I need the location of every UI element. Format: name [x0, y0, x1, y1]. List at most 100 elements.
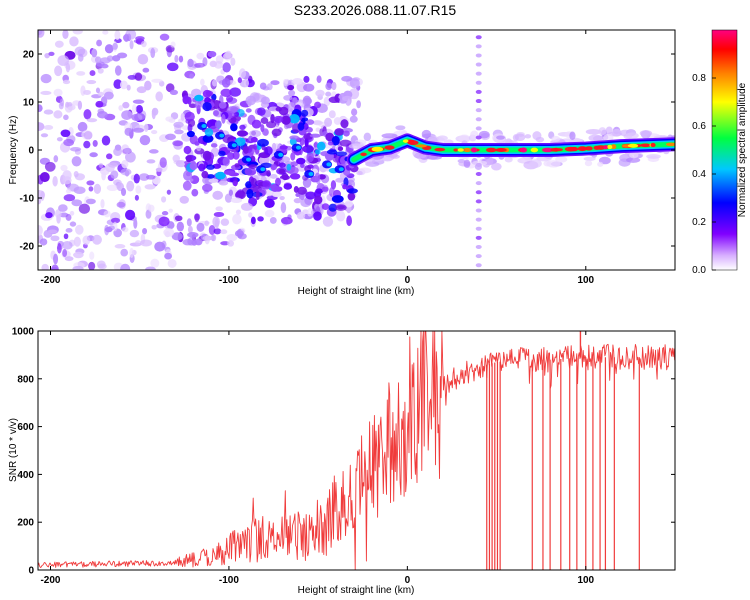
heatmap-blob	[170, 41, 176, 48]
heatmap-blob	[173, 121, 184, 128]
heatmap-blob	[218, 180, 229, 186]
heatmap-blob	[75, 224, 84, 235]
heatmap-blob	[166, 62, 179, 72]
heatmap-blob	[249, 92, 260, 102]
heatmap-blob	[122, 101, 130, 109]
heatmap-blob	[269, 173, 278, 179]
heatmap-blob	[243, 145, 249, 154]
heatmap-blob	[218, 150, 226, 157]
heatmap-blob	[164, 133, 177, 141]
heatmap-blob	[186, 130, 195, 138]
heatmap-blob	[232, 213, 242, 225]
heatmap-blob	[640, 143, 651, 148]
heatmap-blob	[529, 159, 542, 168]
colorbar-frame	[711, 29, 738, 271]
heatmap-blob	[250, 136, 258, 143]
heatmap-blob	[306, 152, 314, 163]
heatmap-blob	[65, 188, 72, 194]
heatmap-blob	[134, 194, 139, 201]
heatmap-blob	[223, 170, 235, 176]
heatmap-blob	[300, 163, 305, 168]
heatmap-blob	[293, 197, 302, 204]
heatmap-blob	[206, 174, 215, 179]
heatmap-blob	[71, 199, 83, 207]
heatmap-blob	[286, 163, 292, 171]
heatmap-blob	[65, 62, 71, 73]
heatmap-blob	[133, 218, 138, 229]
heatmap-blob	[258, 156, 270, 165]
heatmap-blob	[278, 168, 286, 174]
heatmap-blob	[213, 228, 222, 235]
heatmap-blob	[140, 239, 153, 247]
heatmap-blob	[40, 190, 45, 202]
heatmap-blob	[475, 263, 482, 268]
heatmap-blob	[135, 36, 145, 41]
heatmap-blob	[312, 120, 323, 126]
heatmap-blob	[163, 228, 175, 237]
heatmap-blob	[356, 100, 361, 109]
heatmap-blob	[171, 232, 183, 241]
heatmap-blob	[650, 142, 656, 148]
heatmap-blob	[116, 201, 126, 208]
heatmap-blob	[189, 162, 198, 171]
heatmap-blob	[151, 78, 163, 83]
heatmap-blob	[257, 216, 264, 222]
heatmap-blob	[74, 46, 86, 56]
heatmap-blob	[230, 123, 238, 132]
heatmap-blob	[167, 258, 177, 268]
snr-series-line	[38, 331, 675, 570]
heatmap-blob	[211, 234, 217, 242]
heatmap-blob	[234, 137, 246, 146]
heatmap-blob	[360, 152, 367, 157]
heatmap-blob	[65, 213, 72, 221]
heatmap-blob	[72, 265, 84, 270]
heatmap-blob	[97, 91, 105, 97]
snr-ytick-label: 1000	[12, 327, 35, 338]
heatmap-blob	[142, 67, 150, 73]
heatmap-blob	[172, 140, 184, 147]
heatmap-blob	[384, 145, 395, 150]
heatmap-blob	[104, 226, 113, 233]
heatmap-blob	[342, 95, 353, 102]
heatmap-blob	[283, 183, 293, 190]
heatmap-blob	[178, 55, 184, 63]
heatmap-blob	[56, 137, 63, 142]
heatmap-blob	[278, 152, 284, 157]
colorbar-tick-label: 0.4	[692, 169, 706, 180]
heatmap-ytick-label: -20	[20, 242, 35, 253]
heatmap-blob	[213, 110, 219, 117]
heatmap-blob	[326, 162, 332, 167]
heatmap-blob	[180, 112, 185, 121]
heatmap-blob	[230, 197, 243, 204]
snr-xtick-label: -100	[219, 575, 239, 586]
heatmap-blob	[124, 209, 136, 221]
heatmap-blob	[96, 39, 102, 47]
heatmap-blob	[45, 212, 53, 219]
snr-xtick-label: 0	[405, 575, 411, 586]
heatmap-blob	[89, 251, 95, 260]
heatmap-blob	[100, 63, 109, 69]
heatmap-blob	[340, 119, 349, 129]
heatmap-blob	[202, 183, 213, 192]
heatmap-blob	[434, 147, 446, 152]
heatmap-blob	[314, 172, 321, 182]
heatmap-blob	[584, 160, 593, 167]
heatmap-blob	[646, 154, 661, 159]
heatmap-blob	[113, 147, 122, 157]
heatmap-blob	[303, 83, 315, 92]
heatmap-blob	[86, 180, 95, 186]
heatmap-blob	[142, 227, 148, 235]
heatmap-blob	[389, 154, 400, 159]
heatmap-blob	[252, 143, 258, 151]
heatmap-blob	[215, 171, 226, 180]
heatmap-blob	[232, 151, 240, 160]
heatmap-blob	[40, 133, 49, 138]
heatmap-xtick-label: 0	[405, 275, 411, 286]
heatmap-blob	[206, 164, 215, 170]
heatmap-blob	[603, 145, 608, 150]
heatmap-blob	[196, 222, 205, 232]
heatmap-blob	[114, 244, 126, 249]
heatmap-blob	[520, 156, 532, 163]
heatmap-blob	[44, 161, 56, 172]
colorbar-tick-label: 0.2	[692, 217, 706, 228]
